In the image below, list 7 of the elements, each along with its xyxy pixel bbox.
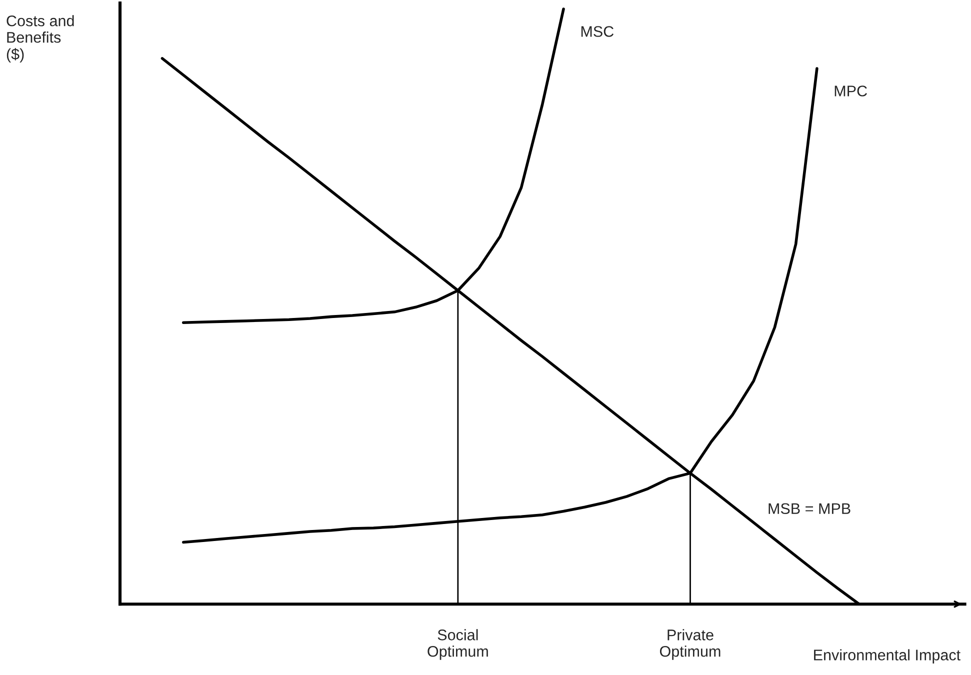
x-tick-label: Private Optimum bbox=[660, 629, 720, 660]
series-label: MSC bbox=[581, 26, 614, 37]
series-label: MSB = MPB bbox=[768, 503, 850, 514]
series-label: MPC bbox=[834, 86, 867, 96]
x-axis-title: Environmental Impact bbox=[814, 649, 960, 664]
y-axis-title: Costs and Benefits ($) bbox=[6, 15, 74, 63]
x-tick-label: Social Optimum bbox=[428, 629, 488, 660]
